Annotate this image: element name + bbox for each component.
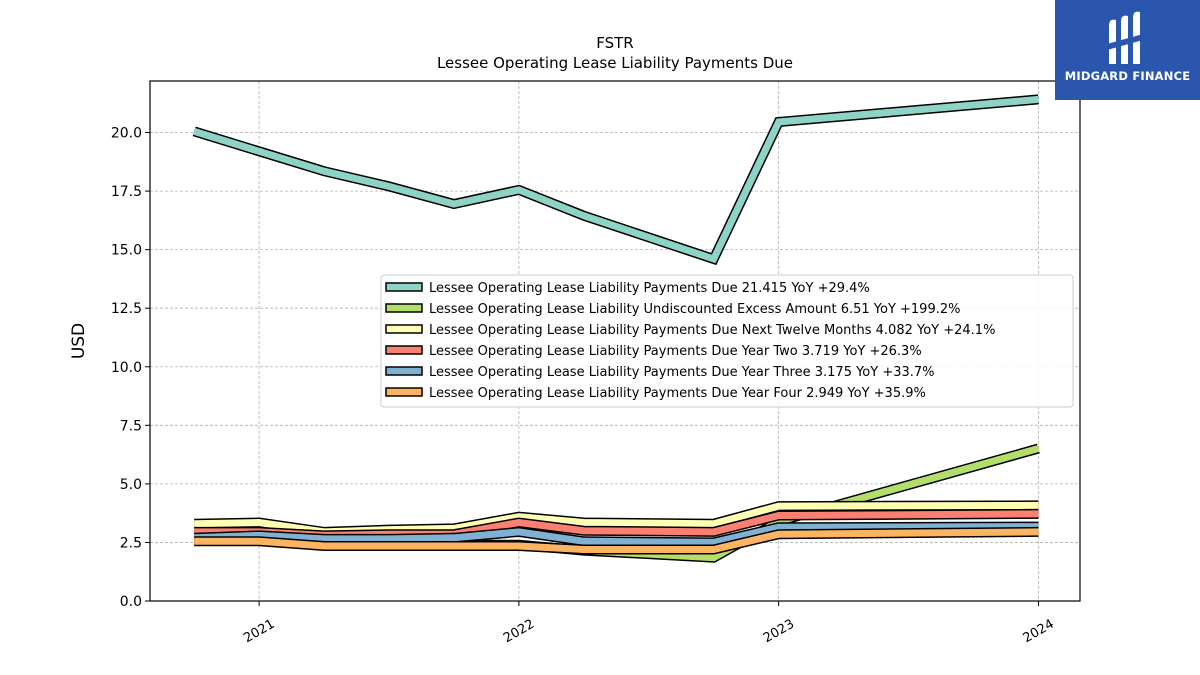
series-path <box>193 95 1039 264</box>
series-path <box>194 501 1039 536</box>
x-tick-label: 2023 <box>761 617 797 647</box>
y-tick-label: 7.5 <box>120 418 142 434</box>
brand-name: MIDGARD FINANCE <box>1064 69 1191 83</box>
x-tick-label: 2022 <box>501 617 537 647</box>
y-tick-label: 12.5 <box>111 301 142 317</box>
brand-logo: MIDGARD FINANCE <box>1055 0 1200 100</box>
legend-label: Lessee Operating Lease Liability Payment… <box>429 344 922 359</box>
legend: Lessee Operating Lease Liability Payment… <box>380 274 1074 408</box>
series-1-line <box>192 94 1039 266</box>
legend-swatch <box>385 387 423 397</box>
legend-swatch <box>385 303 423 313</box>
series-6-line <box>194 526 1039 555</box>
y-axis-label: USD <box>69 323 89 359</box>
series-3-line <box>194 500 1039 537</box>
plot-frame <box>149 80 1081 602</box>
chart-title: FSTR <box>596 34 633 52</box>
chart-subtitle: Lessee Operating Lease Liability Payment… <box>437 54 793 72</box>
axes: 0.0 2.5 5.0 7.5 10.0 12.5 15.0 17.5 20.0 2021 2022… <box>111 126 1057 647</box>
x-tick-label: 2021 <box>241 617 277 647</box>
series-path <box>194 528 1039 553</box>
series-outline <box>192 94 1039 266</box>
legend-label: Lessee Operating Lease Liability Payment… <box>429 281 870 296</box>
legend-label: Lessee Operating Lease Liability Payment… <box>429 323 995 338</box>
y-tick-label: 2.5 <box>120 535 142 551</box>
series-layer <box>192 94 1040 563</box>
series-5-line <box>194 521 1039 548</box>
legend-swatch <box>385 324 423 334</box>
y-tick-label: 17.5 <box>111 184 142 200</box>
x-tick-label: 2024 <box>1021 617 1057 647</box>
legend-label: Lessee Operating Lease Liability Payment… <box>429 386 926 401</box>
legend-swatch <box>385 366 423 376</box>
y-tick-label: 10.0 <box>111 360 142 376</box>
y-tick-label: 0.0 <box>120 594 142 610</box>
brand-logo-icon <box>1107 11 1143 65</box>
y-tick-label: 20.0 <box>111 126 142 142</box>
y-tick-label: 5.0 <box>120 477 142 493</box>
legend-label: Lessee Operating Lease Liability Payment… <box>429 365 935 380</box>
y-tick-label: 15.0 <box>111 243 142 259</box>
legend-label: Lessee Operating Lease Liability Undisco… <box>429 302 960 317</box>
legend-swatch <box>385 282 423 292</box>
series-path <box>194 523 1039 546</box>
legend-swatch <box>385 345 423 355</box>
legend-box <box>380 274 1074 408</box>
